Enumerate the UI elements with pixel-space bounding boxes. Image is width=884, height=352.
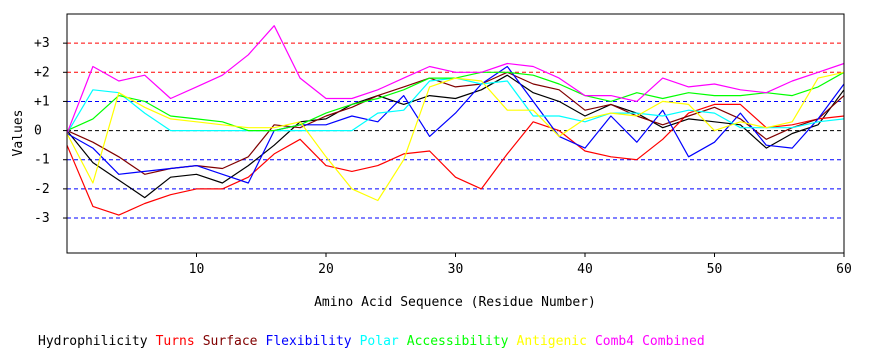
x-tick-label: 50	[707, 262, 723, 277]
y-tick-label: 0	[34, 124, 42, 139]
y-tick-label: +3	[34, 36, 50, 51]
legend: Hydrophilicity Turns Surface Flexibility Pol…	[38, 334, 705, 349]
plot-area-frame	[66, 13, 845, 254]
y-axis-ticks: +3 +2 +1 0 -1 -2 -3	[34, 36, 67, 226]
series-line-hydrophilicity	[66, 74, 845, 199]
legend-entry-surface: Surface	[203, 334, 258, 349]
x-axis-ticks: 10 20 30 40 50 60	[189, 253, 852, 277]
y-tick-label: -2	[34, 182, 50, 197]
x-tick-label: 20	[318, 262, 334, 277]
y-axis-title: Values	[11, 110, 26, 157]
y-tick-label: +2	[34, 65, 50, 80]
x-tick-label: 60	[836, 262, 852, 277]
legend-entry-antigenic: Antigenic	[517, 334, 587, 349]
x-tick-label: 30	[448, 262, 464, 277]
legend-entry-polar: Polar	[360, 334, 399, 349]
series-line-comb4	[66, 25, 845, 134]
series-line-antigenic	[66, 71, 845, 202]
legend-entry-flexibility: Flexibility	[266, 334, 352, 349]
legend-entry-hydrophilicity: Hydrophilicity	[38, 334, 148, 349]
legend-entry-combined: Combined	[642, 334, 705, 349]
series-line-flexibility	[66, 65, 845, 184]
y-tick-label: -1	[34, 153, 50, 168]
legend-entry-comb4: Comb4	[595, 334, 634, 349]
x-axis-title: Amino Acid Sequence (Residue Number)	[314, 295, 596, 310]
legend-entry-accessibility: Accessibility	[407, 334, 509, 349]
x-tick-label: 40	[577, 262, 593, 277]
legend-entry-turns: Turns	[156, 334, 195, 349]
series-lines	[66, 25, 845, 216]
y-tick-label: -3	[34, 211, 50, 226]
series-line-turns	[66, 103, 845, 216]
x-tick-label: 10	[189, 262, 205, 277]
y-tick-label: +1	[34, 94, 50, 109]
